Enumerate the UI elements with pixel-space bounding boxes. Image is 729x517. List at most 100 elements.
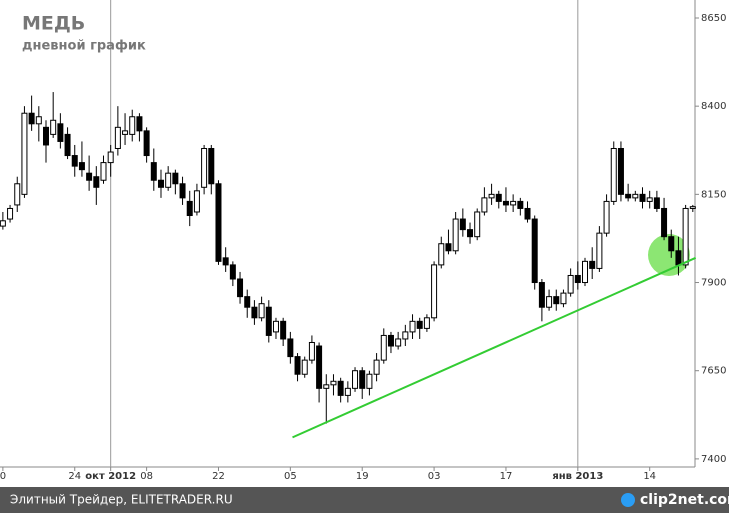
- candle-body: [64, 133, 71, 157]
- x-tick-label: окт 2012: [85, 471, 136, 482]
- candle-body: [7, 207, 14, 220]
- x-tick-label: 17: [500, 471, 513, 482]
- y-tick-label: 7650: [701, 366, 726, 377]
- candle-body: [582, 260, 589, 284]
- candle-body: [459, 218, 466, 231]
- candle-body: [237, 278, 244, 298]
- candle-body: [610, 147, 617, 202]
- candle-body: [416, 320, 423, 329]
- candle-body: [409, 320, 416, 333]
- candle-body: [21, 112, 28, 195]
- candle-body: [337, 380, 344, 396]
- candle-body: [481, 197, 488, 213]
- candle-body: [438, 243, 445, 266]
- candle-body: [517, 200, 524, 209]
- candle-body: [639, 193, 646, 202]
- candle-body: [380, 334, 387, 361]
- chart-title: МЕДЬ: [22, 13, 85, 35]
- candle-body: [596, 232, 603, 269]
- footer-source: Элитный Трейдер, ELITETRADER.RU: [10, 493, 233, 507]
- x-tick-label: янв 2013: [552, 471, 603, 482]
- candle-body: [129, 116, 136, 135]
- x-tick-label: 08: [140, 471, 153, 482]
- candle-body: [387, 334, 394, 347]
- plot: 8650 8400 8150 7900 7650 7400 0 24 окт 2012 08 22 0…: [0, 0, 726, 482]
- chart-subtitle: дневной график: [22, 39, 146, 54]
- x-tick-label: 03: [428, 471, 441, 482]
- candle-body: [452, 218, 459, 252]
- candle-body: [114, 126, 121, 149]
- candle-body: [495, 193, 502, 202]
- candle-body: [653, 197, 660, 209]
- candle-body: [71, 155, 78, 167]
- y-tick-label: 7400: [701, 454, 726, 465]
- x-tick-label: 24: [68, 471, 81, 482]
- candle-body: [244, 296, 251, 308]
- candle-body: [502, 200, 509, 206]
- footer-bar: [0, 487, 729, 513]
- candle-body: [251, 306, 258, 319]
- candle-body: [186, 200, 193, 217]
- candle-body: [344, 387, 351, 396]
- candle-body: [488, 193, 495, 199]
- candle-body: [524, 207, 531, 220]
- candle-body: [323, 384, 330, 389]
- candle-body: [308, 341, 315, 361]
- candle-body: [689, 206, 696, 209]
- candle-body: [215, 183, 222, 262]
- candle-body: [301, 359, 308, 375]
- candle-body: [538, 282, 545, 308]
- candle-body: [646, 197, 653, 202]
- x-tick-label: 14: [643, 471, 656, 482]
- candle-body: [352, 370, 359, 389]
- candle-body: [467, 229, 474, 238]
- candle-body: [136, 116, 143, 132]
- candle-body: [366, 373, 373, 389]
- candle-body: [107, 151, 114, 164]
- logo-icon: [621, 493, 635, 507]
- candle-body: [93, 176, 100, 188]
- y-tick-label: 8650: [701, 13, 726, 24]
- candle-body: [617, 147, 624, 195]
- candle-body: [431, 264, 438, 319]
- candle-body: [122, 130, 129, 135]
- candle-body: [57, 123, 64, 142]
- candle-body: [574, 274, 581, 284]
- candle-body: [531, 218, 538, 284]
- candle-body: [510, 200, 517, 206]
- candle-body: [28, 112, 35, 125]
- candle-body: [35, 116, 42, 125]
- candle-body: [589, 260, 596, 269]
- candle-body: [179, 183, 186, 199]
- candle-body: [423, 317, 430, 329]
- x-tick-label: 0: [0, 471, 6, 482]
- candle-body: [78, 162, 85, 171]
- candle-body: [661, 207, 668, 238]
- candle-body: [265, 306, 272, 336]
- candle-body: [560, 292, 567, 305]
- candle-body: [150, 162, 157, 181]
- x-tick-label: 19: [356, 471, 369, 482]
- candle-body: [330, 380, 337, 386]
- candle-body: [632, 193, 639, 199]
- candle-body: [0, 220, 6, 227]
- y-tick-label: 7900: [701, 278, 726, 289]
- candle-body: [222, 257, 229, 266]
- candle-body: [625, 193, 632, 199]
- trendline: [292, 256, 697, 439]
- candle-body: [682, 207, 689, 266]
- candle-body: [474, 211, 481, 238]
- candle-body: [294, 356, 301, 375]
- candle-body: [546, 296, 553, 308]
- candle-body: [272, 320, 279, 333]
- candle-body: [172, 172, 179, 185]
- candle-body: [157, 179, 164, 188]
- candle-body: [193, 190, 200, 213]
- logo[interactable]: clip2net.com: [640, 492, 729, 508]
- x-tick-label: 22: [212, 471, 225, 482]
- x-tick-label: 05: [284, 471, 297, 482]
- candle-body: [42, 126, 49, 146]
- candle-body: [373, 359, 380, 375]
